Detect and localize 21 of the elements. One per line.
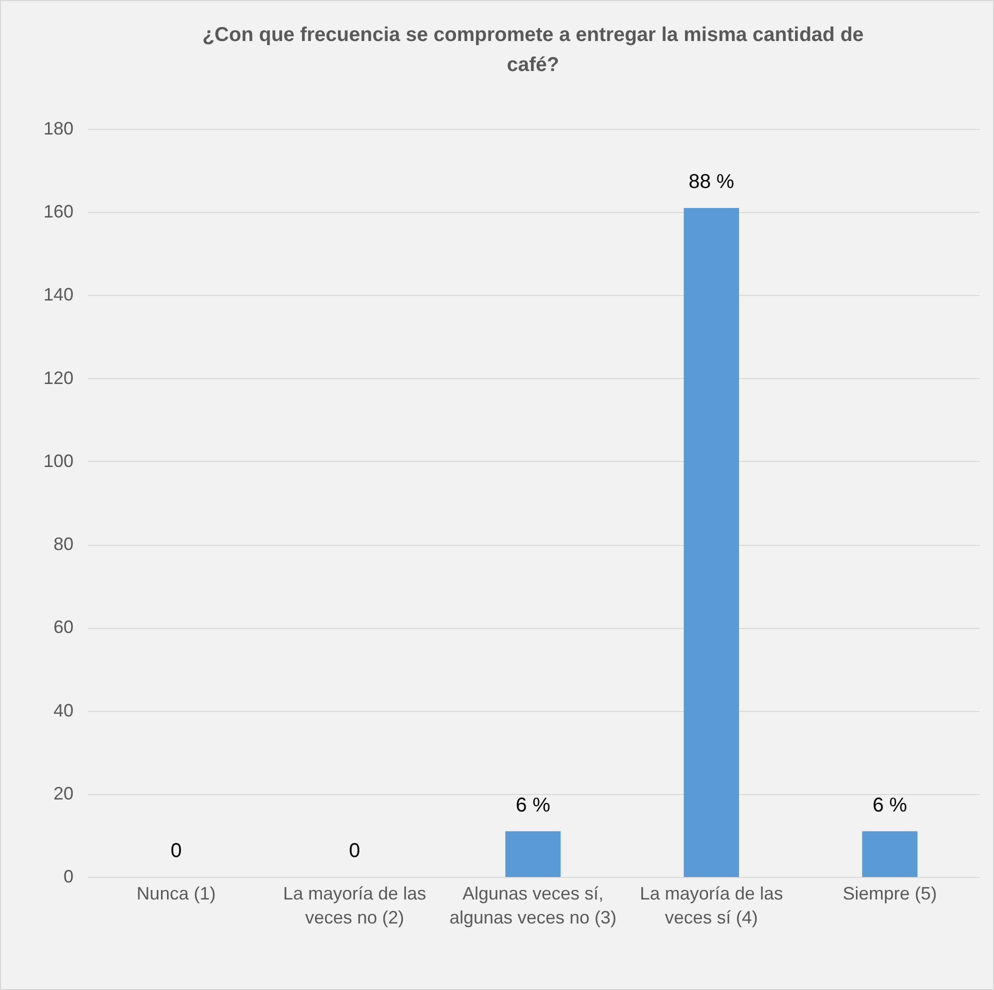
annotation: 6 % [872,794,908,816]
annotation: 88 % [688,170,734,193]
x-tick-label: Siempre (5) [842,884,937,904]
y-tick-label: 0 [63,866,74,886]
y-tick-label: 100 [43,450,74,471]
annotation: 0 [170,840,182,862]
y-tick-label: 120 [43,368,74,388]
y-tick-label: 60 [53,617,74,638]
y-tick-label: 20 [53,783,74,804]
y-tick-label: 80 [53,534,74,554]
y-tick-label: 140 [43,284,74,305]
x-tick-label: La mayoría de las veces no (2) [283,884,426,928]
y-tick-label: 160 [43,202,74,222]
x-tick-label: Algunas veces sí, algunas veces no (3) [449,884,617,928]
annotation: 0 [349,840,360,862]
chart-title: ¿Con que frecuencia se compromete a entregar la misma cantidad de café? [202,24,864,76]
annotation: 6 % [516,794,550,816]
x-tick-label: La mayoría de las veces sí (4) [640,884,783,928]
x-tick-label: Nunca (1) [136,884,216,904]
y-tick-label: 180 [43,118,74,138]
y-tick-label: 40 [53,700,74,720]
